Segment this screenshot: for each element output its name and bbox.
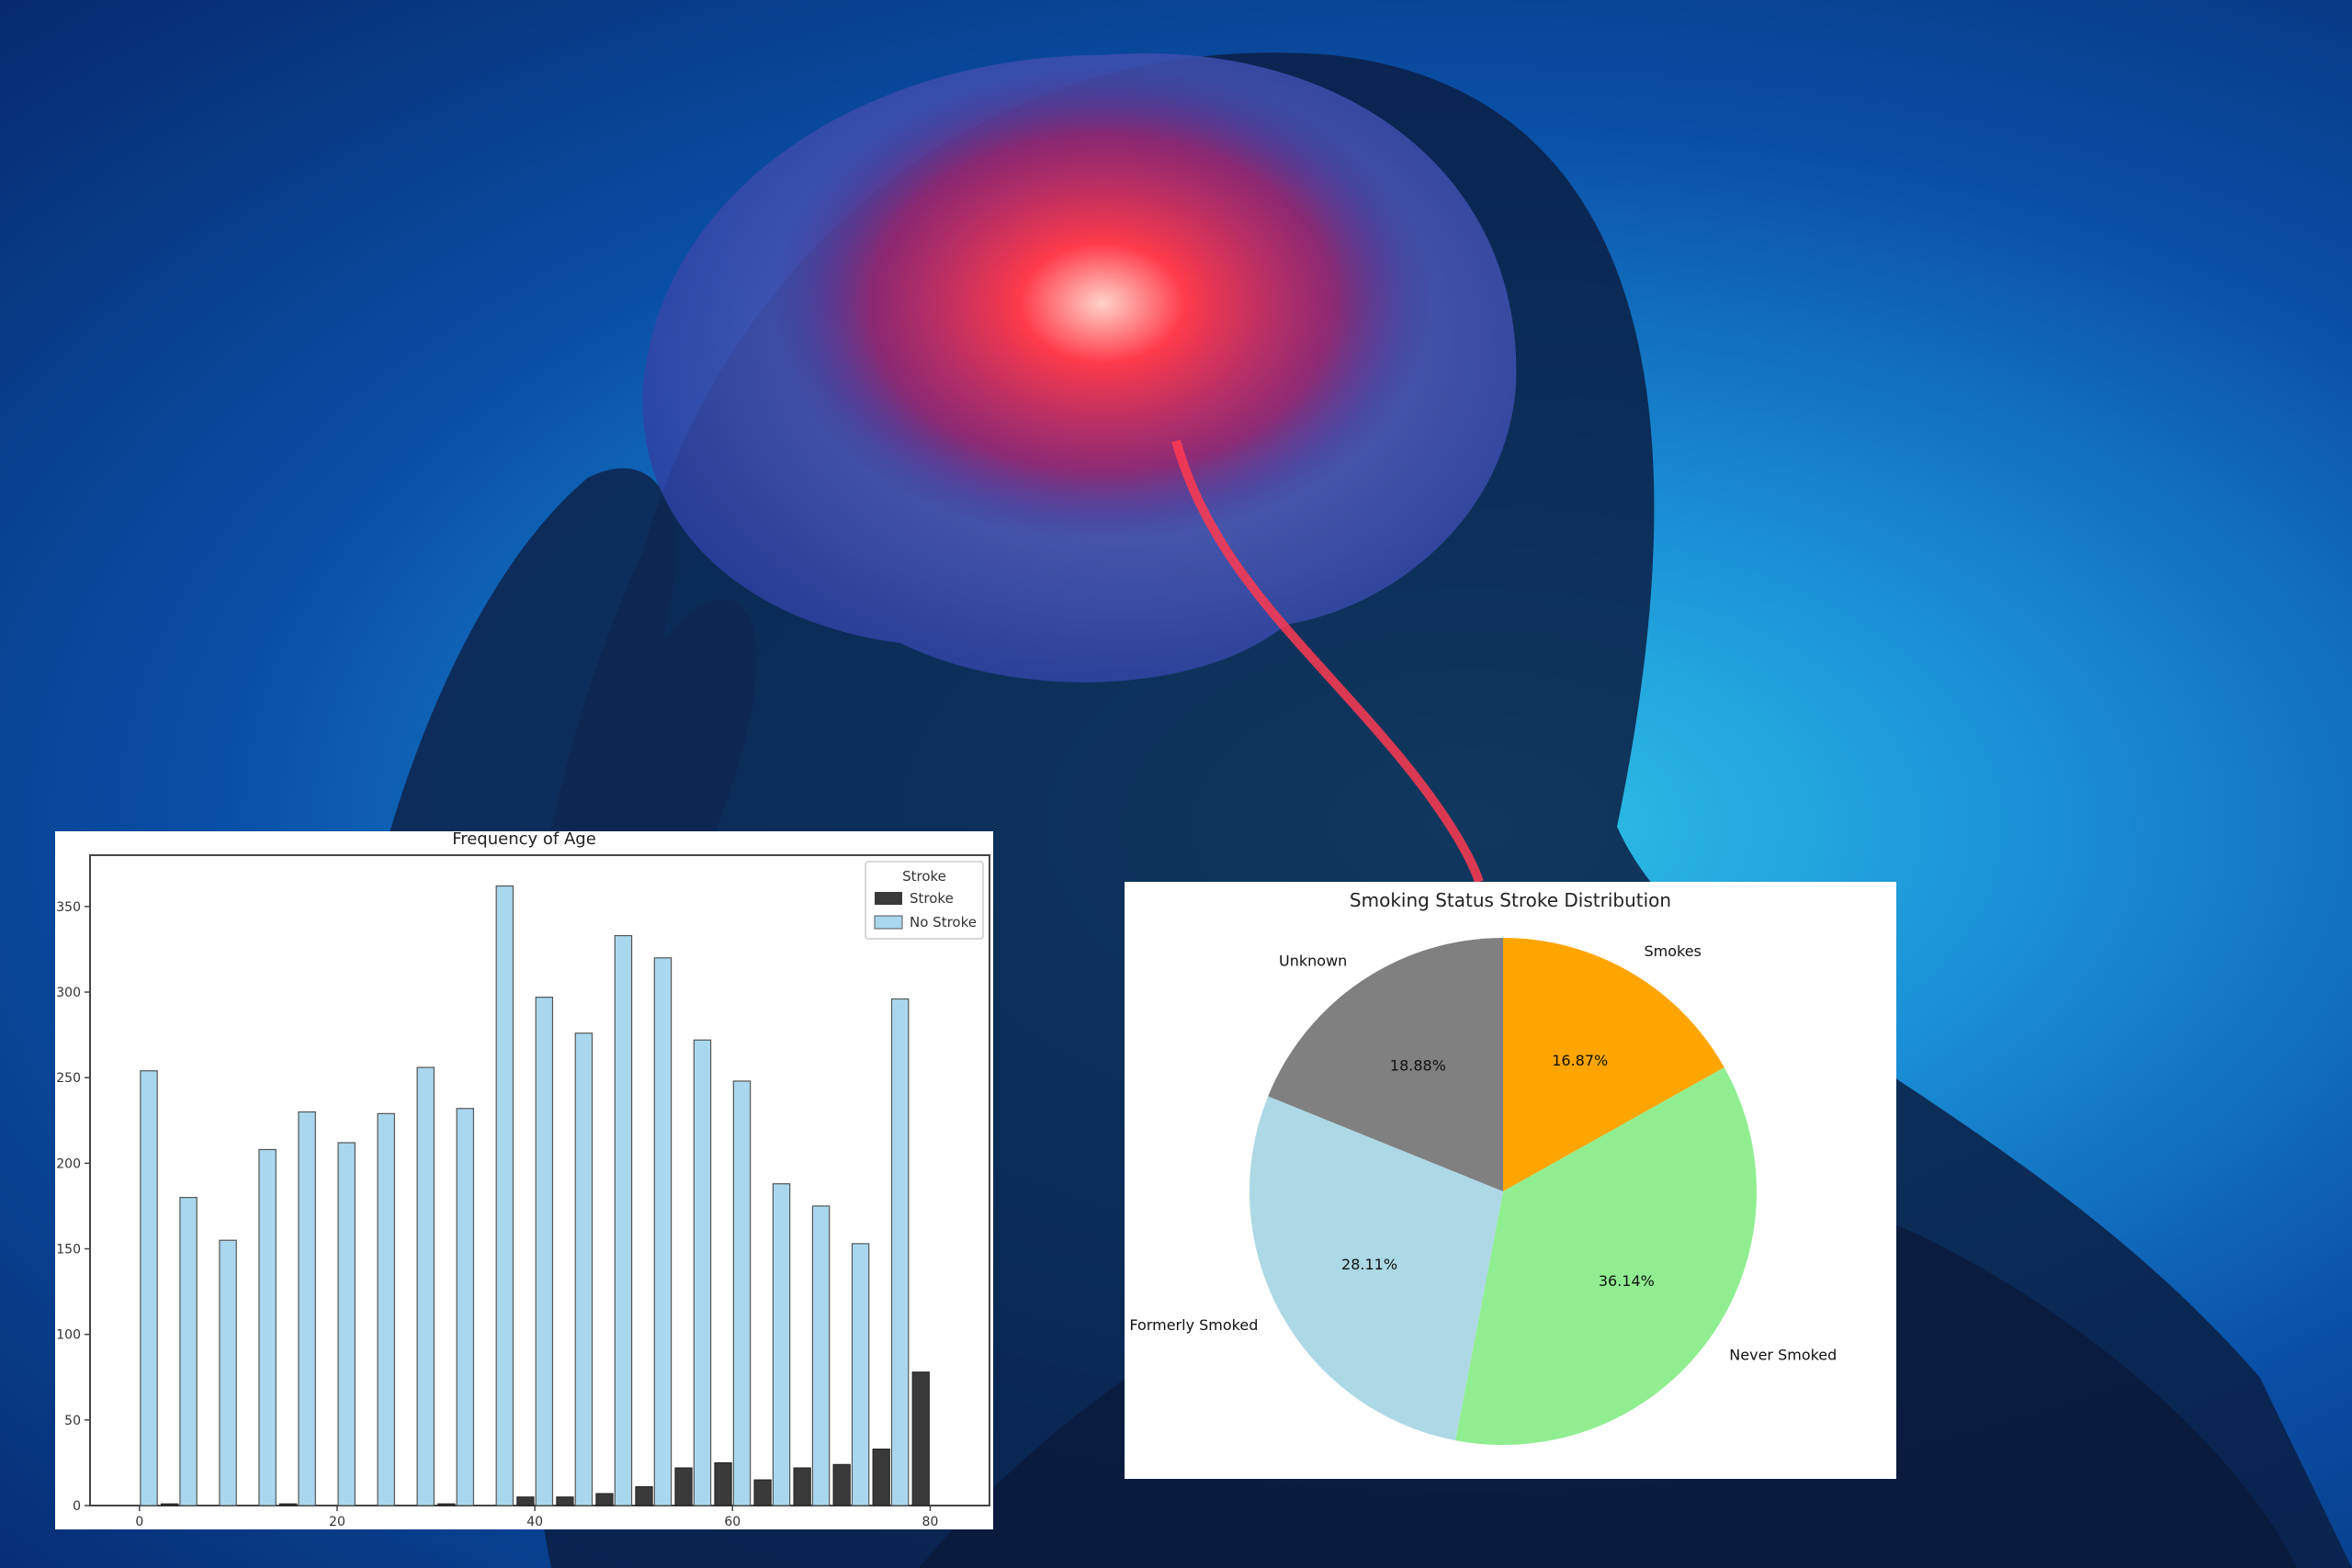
artery-line: [1171, 439, 1484, 884]
y-tick-label: 250: [56, 1071, 81, 1086]
y-tick-label: 350: [56, 900, 81, 915]
legend-swatch-stroke: [875, 892, 902, 905]
bar-stroke: [674, 1467, 693, 1506]
chart-title: Frequency of Age: [452, 829, 596, 849]
pie-pct-label: 18.88%: [1390, 1057, 1446, 1075]
brain-glow: [772, 64, 1433, 542]
bar-stroke: [911, 1371, 930, 1506]
smoking-status-pie: 16.87% Smokes 36.14% Never Smoked 28.11% Form…: [1129, 938, 1837, 1445]
x-tick-label: 80: [922, 1515, 939, 1529]
bar-stroke: [832, 1463, 851, 1506]
bar-no-stroke: [732, 1080, 752, 1506]
pie-slice-unknown: [1268, 938, 1503, 1191]
pie-pct-label: 28.11%: [1341, 1256, 1397, 1273]
pie-slice-formerly-smoked: [1250, 1096, 1503, 1441]
pie-slice-never-smoked: [1455, 1067, 1757, 1445]
bar-no-stroke: [298, 1111, 316, 1506]
y-tick-label: 0: [73, 1499, 81, 1514]
bar-no-stroke: [535, 997, 554, 1506]
legend-title: Stroke: [902, 868, 946, 885]
x-tick-label: 40: [526, 1515, 543, 1529]
bar-no-stroke: [179, 1197, 198, 1506]
bar-stroke: [279, 1503, 298, 1506]
bar-no-stroke: [258, 1148, 277, 1506]
x-tick-label: 20: [329, 1515, 345, 1529]
bar-stroke: [556, 1496, 574, 1506]
bar-no-stroke: [772, 1183, 791, 1506]
bar-no-stroke: [614, 934, 633, 1506]
bar-no-stroke: [574, 1032, 594, 1506]
bar-stroke: [595, 1493, 614, 1506]
x-tick-label: 60: [724, 1515, 741, 1529]
bar-no-stroke: [337, 1142, 356, 1506]
bar-no-stroke: [653, 957, 673, 1506]
smoking-status-pie-chart: Smoking Status Stroke Distribution 16.87…: [1125, 882, 1896, 1479]
y-tick-label: 300: [56, 986, 81, 1000]
y-tick-label: 150: [56, 1243, 81, 1258]
pie-category-label: Smokes: [1644, 942, 1701, 960]
bar-no-stroke: [693, 1039, 712, 1506]
legend: Stroke Stroke No Stroke: [865, 861, 984, 940]
legend-label-no-stroke: No Stroke: [910, 914, 977, 931]
pie-slice-smokes: [1503, 938, 1724, 1191]
y-tick-label: 100: [56, 1328, 81, 1343]
pie-category-label: Formerly Smoked: [1129, 1316, 1258, 1334]
x-tick-label: 0: [135, 1515, 143, 1529]
bar-no-stroke: [377, 1112, 395, 1506]
bar-no-stroke: [851, 1243, 870, 1506]
bar-stroke: [635, 1486, 653, 1506]
pie-category-label: Unknown: [1279, 952, 1347, 969]
bar-stroke: [516, 1496, 535, 1506]
bar-stroke: [714, 1461, 732, 1506]
pie-pct-label: 36.14%: [1599, 1272, 1655, 1290]
bar-no-stroke: [219, 1239, 237, 1506]
bar-stroke: [160, 1503, 179, 1506]
bar-no-stroke: [811, 1205, 831, 1506]
y-tick-label: 200: [56, 1156, 81, 1171]
y-tick-label: 50: [64, 1414, 81, 1428]
pie-category-label: Never Smoked: [1729, 1347, 1837, 1364]
age-frequency-chart: Frequency of Age 0 50 100 150 200 250 300 350 0 2…: [55, 829, 993, 1529]
bar-no-stroke: [416, 1066, 435, 1506]
bar-no-stroke: [456, 1108, 475, 1506]
bar-no-stroke: [890, 998, 910, 1506]
chart-title: Smoking Status Stroke Distribution: [1349, 889, 1672, 911]
legend-swatch-no-stroke: [874, 915, 903, 930]
pie-pct-label: 16.87%: [1552, 1052, 1608, 1069]
bar-no-stroke: [140, 1070, 158, 1506]
bar-stroke: [793, 1467, 811, 1506]
bar-stroke: [753, 1479, 772, 1506]
bar-no-stroke: [495, 885, 514, 1506]
bar-stroke: [872, 1449, 890, 1506]
bar-stroke: [437, 1503, 456, 1506]
legend-label-stroke: Stroke: [910, 890, 954, 907]
